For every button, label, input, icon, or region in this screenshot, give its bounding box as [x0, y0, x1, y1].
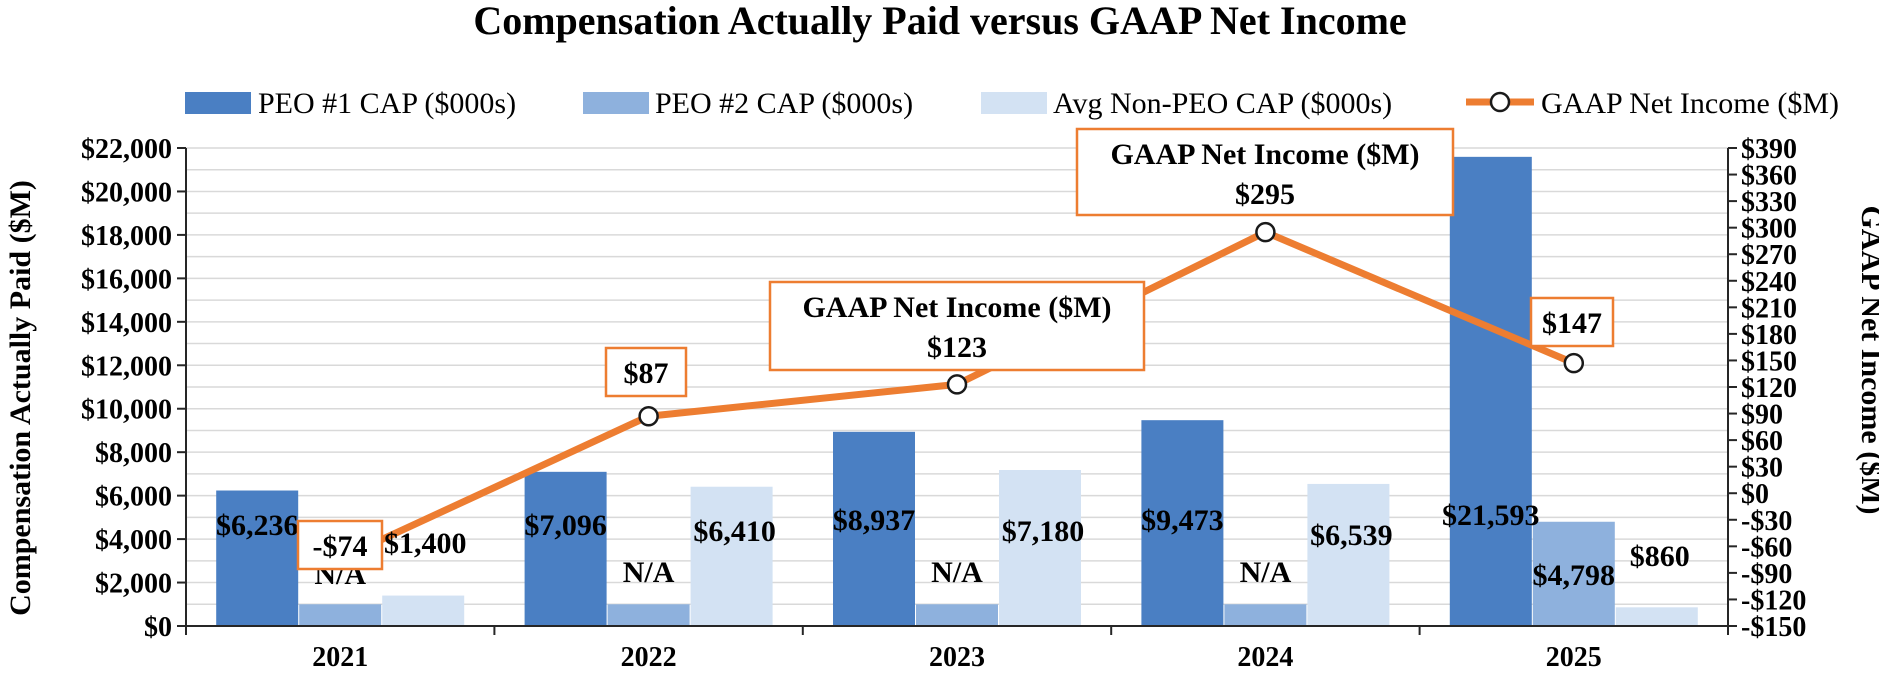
- bars: [216, 156, 1698, 626]
- y-tick-label: $18,000: [81, 221, 172, 252]
- bar-1: [1141, 420, 1224, 626]
- y-tick-label: $4,000: [95, 525, 172, 556]
- net-income-callout-box: [296, 519, 384, 571]
- net-income-callout-header: GAAP Net Income ($M): [802, 291, 1111, 324]
- legend-label-3: Avg Non-PEO CAP ($000s): [1053, 87, 1392, 120]
- legend-swatch-2: [583, 92, 649, 114]
- bar-3: [382, 595, 465, 626]
- y2-tick-label: -$150: [1741, 612, 1806, 643]
- bar-data-label: $6,236: [216, 509, 299, 542]
- bar-1: [524, 471, 607, 626]
- net-income-data-label: $123: [927, 331, 987, 364]
- y2-tick-label: $390: [1741, 134, 1797, 165]
- legend-swatch-1: [185, 92, 251, 114]
- bar-2: [1532, 521, 1615, 626]
- legend-label-1: PEO #1 CAP ($000s): [258, 87, 516, 120]
- x-tick-label: 2024: [1237, 642, 1293, 673]
- y2-tick-label: $30: [1741, 453, 1783, 484]
- net-income-data-label: $87: [624, 357, 669, 390]
- bar-2: [1224, 604, 1307, 626]
- net-income-data-label: $147: [1542, 307, 1602, 340]
- y2-tick-label: $300: [1741, 214, 1797, 245]
- net-income-point: [946, 374, 968, 395]
- bar-data-label: N/A: [623, 556, 675, 589]
- net-income-callout-box: [1529, 296, 1615, 348]
- bar-data-label: $8,937: [833, 504, 916, 537]
- y-tick-label: $14,000: [81, 308, 172, 339]
- bar-data-label: N/A: [931, 556, 983, 589]
- legend-marker: [1489, 91, 1511, 113]
- bar-1: [1449, 156, 1532, 626]
- legend: PEO #1 CAP ($000s) PEO #2 CAP ($000s) Avg …: [185, 87, 1839, 120]
- bar-data-label: $6,410: [693, 515, 776, 548]
- y2-tick-label: $330: [1741, 187, 1797, 218]
- y-tick-label: $12,000: [81, 351, 172, 382]
- y2-tick-label: $270: [1741, 240, 1797, 271]
- y2-tick-label: -$90: [1741, 559, 1792, 590]
- y2-tick-label: $360: [1741, 161, 1797, 192]
- bar-data-label: $7,180: [1002, 515, 1085, 548]
- y2-tick-label: $210: [1741, 293, 1797, 324]
- bar-3: [1615, 607, 1698, 626]
- y-axis-title: Compensation Actually Paid ($M): [4, 180, 37, 616]
- bar-data-label: $4,798: [1533, 559, 1616, 592]
- net-income-point: [638, 405, 659, 427]
- y-tick-label: $6,000: [95, 482, 172, 513]
- bar-2: [607, 604, 690, 626]
- net-income-point: [1255, 221, 1276, 243]
- data-labels: $6,236 $7,096 $8,937 $9,473 $21,593 N/A N/A N/A…: [216, 127, 1690, 592]
- y-tick-label: $20,000: [81, 177, 172, 208]
- bar-data-label: $7,096: [524, 509, 607, 542]
- y2-tick-label: $120: [1741, 373, 1797, 404]
- y2-tick-label: $240: [1741, 267, 1797, 298]
- bar-3: [690, 486, 773, 626]
- y-tick-label: $22,000: [81, 134, 172, 165]
- bar-2: [299, 604, 382, 626]
- net-income-callout-header: GAAP Net Income ($M): [1110, 138, 1419, 171]
- y2-tick-label: $60: [1741, 426, 1783, 457]
- bar-3: [999, 469, 1081, 626]
- x-tick-label: 2025: [1546, 642, 1602, 673]
- y-tick-label: $10,000: [81, 395, 172, 426]
- net-income-callout-box: [604, 346, 688, 398]
- y2-tick-label: $150: [1741, 346, 1797, 377]
- bar-2: [916, 604, 998, 626]
- net-income-point: [1563, 352, 1585, 374]
- y-tick-label: $0: [144, 612, 172, 643]
- net-income-data-label: $295: [1235, 178, 1295, 211]
- bar-data-label: N/A: [1240, 556, 1292, 589]
- x-tick-label: 2021: [312, 642, 368, 673]
- y2-axis-title: GAAP Net Income ($M): [1855, 205, 1879, 514]
- bar-data-label: $1,400: [384, 527, 467, 560]
- net-income-data-label: -$74: [313, 530, 368, 563]
- bar-1: [833, 431, 915, 626]
- bar-data-label: $9,473: [1141, 504, 1224, 537]
- y2-tick-label: $0: [1741, 479, 1769, 510]
- net-income-callout-box: [768, 280, 1146, 372]
- bar-data-label: $6,539: [1310, 519, 1393, 552]
- y2-tick-label: -$30: [1741, 506, 1792, 537]
- bar-3: [1307, 483, 1390, 626]
- y2-tick-label: $180: [1741, 320, 1797, 351]
- y2-tick-label: -$120: [1741, 585, 1806, 616]
- y2-tick-label: $90: [1741, 400, 1783, 431]
- axes: $0 $2,000 $4,000 $6,000 $8,000 $10,000 $12,000…: [81, 134, 1806, 673]
- y2-tick-label: -$60: [1741, 532, 1792, 563]
- legend-label-2: PEO #2 CAP ($000s): [655, 87, 913, 120]
- y-tick-label: $2,000: [95, 569, 172, 600]
- bar-1: [216, 490, 299, 626]
- chart-title: Compensation Actually Paid versus GAAP N…: [473, 0, 1406, 43]
- x-tick-label: 2023: [929, 642, 985, 673]
- bar-data-label: $860: [1630, 540, 1690, 573]
- net-income-callout-box: [1075, 127, 1455, 217]
- legend-label-4: GAAP Net Income ($M): [1541, 87, 1839, 120]
- y-tick-label: $8,000: [95, 438, 172, 469]
- bar-data-label: $21,593: [1442, 499, 1540, 532]
- x-tick-label: 2022: [621, 642, 677, 673]
- y-tick-label: $16,000: [81, 264, 172, 295]
- legend-swatch-3: [981, 92, 1047, 114]
- net-income-line: [329, 221, 1585, 569]
